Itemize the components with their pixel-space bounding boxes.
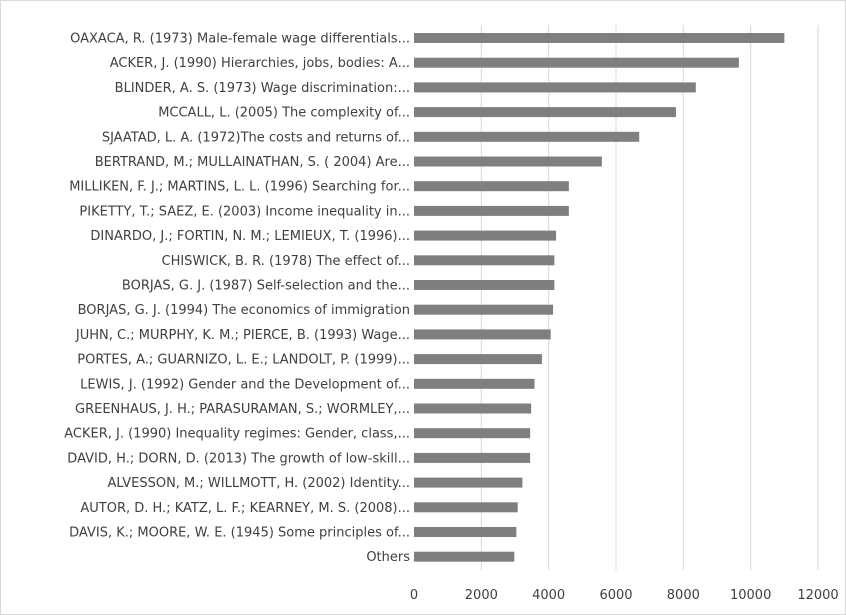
bar (414, 82, 696, 93)
x-tick-label: 12000 (797, 588, 838, 603)
category-label: ACKER, J. (1990) Inequality regimes: Gen… (64, 427, 410, 442)
category-label: LEWIS, J. (1992) Gender and the Developm… (80, 377, 410, 392)
x-tick-label: 10000 (730, 588, 771, 603)
bar (414, 551, 515, 562)
bar (414, 156, 602, 167)
bar (414, 527, 517, 537)
bar (414, 280, 555, 290)
bar (414, 329, 551, 340)
bar (414, 502, 518, 513)
bar (414, 255, 555, 266)
category-label: DAVIS, K.; MOORE, W. E. (1945) Some prin… (69, 526, 410, 541)
category-label: CHISWICK, B. R. (1978) The effect of... (162, 254, 411, 269)
category-label: MILLIKEN, F. J.; MARTINS, L. L. (1996) S… (69, 180, 410, 195)
bar (414, 107, 676, 118)
category-label: BORJAS, G. J. (1987) Self-selection and … (122, 279, 410, 294)
bar (414, 428, 531, 439)
bar (414, 304, 554, 315)
category-label: BERTRAND, M.; MULLAINATHAN, S. ( 2004) A… (95, 155, 410, 170)
gridlines (480, 25, 819, 570)
category-label: PIKETTY, T.; SAEZ, E. (2003) Income ineq… (79, 204, 410, 219)
bar (414, 230, 557, 241)
category-label: PORTES, A.; GUARNIZO, L. E.; LANDOLT, P.… (77, 353, 410, 368)
x-tick-label: 0 (410, 588, 418, 603)
category-label: OAXACA, R. (1973) Male-female wage diffe… (70, 32, 410, 47)
x-tick-label: 6000 (599, 588, 632, 603)
category-label: GREENHAUS, J. H.; PARASURAMAN, S.; WORML… (75, 402, 410, 417)
bar (414, 403, 532, 414)
x-axis-tick-labels: 0 2000 4000 6000 8000 10000 12000 (410, 588, 839, 603)
category-label: ALVESSON, M.; WILLMOTT, H. (2002) Identi… (108, 476, 410, 491)
bar (414, 378, 535, 389)
category-label: MCCALL, L. (2005) The complexity of... (158, 106, 410, 121)
bars (414, 33, 785, 562)
bar (414, 452, 531, 463)
bar (414, 33, 785, 43)
category-label: BORJAS, G. J. (1994) The economics of im… (78, 303, 410, 318)
category-label: DINARDO, J.; FORTIN, N. M.; LEMIEUX, T. … (90, 229, 410, 244)
bar (414, 181, 569, 192)
category-label: ACKER, J. (1990) Hierarchies, jobs, bodi… (110, 56, 410, 71)
category-label: JUHN, C.; MURPHY, K. M.; PIERCE, B. (199… (75, 328, 410, 343)
bar (414, 57, 739, 68)
category-label: SJAATAD, L. A. (1972)The costs and retur… (102, 130, 410, 145)
category-labels: OAXACA, R. (1973) Male-female wage diffe… (64, 32, 410, 566)
category-label: Others (366, 550, 410, 565)
category-label: AUTOR, D. H.; KATZ, L. F.; KEARNEY, M. S… (80, 501, 410, 516)
category-label: DAVID, H.; DORN, D. (2013) The growth of… (67, 451, 410, 466)
x-tick-label: 2000 (465, 588, 498, 603)
bar (414, 205, 569, 216)
x-tick-label: 4000 (532, 588, 565, 603)
category-label: BLINDER, A. S. (1973) Wage discriminatio… (115, 81, 410, 96)
bar (414, 354, 542, 365)
bar (414, 477, 523, 488)
bar (414, 131, 640, 142)
x-tick-label: 8000 (667, 588, 700, 603)
